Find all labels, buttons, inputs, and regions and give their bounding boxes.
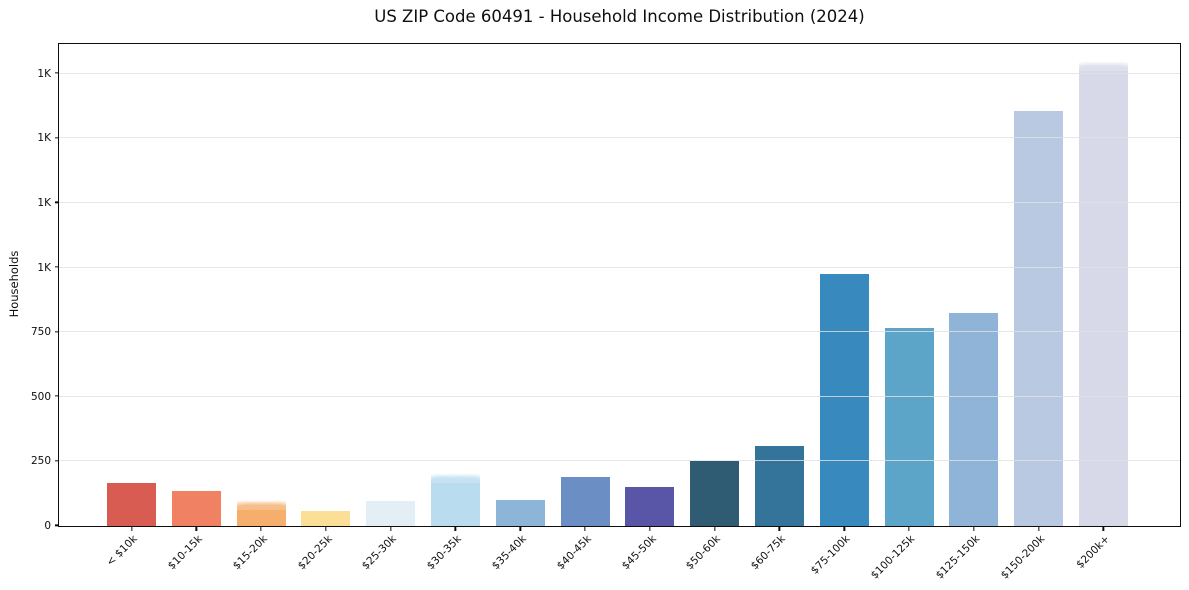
x-tick-label: $125-150k (933, 533, 983, 582)
bar-10k (107, 482, 156, 526)
y-tick-label: 1K (37, 132, 51, 145)
bar-slot: $100-125k (869, 44, 934, 582)
y-tick-mark (54, 72, 59, 74)
x-tick-label: $30-35k (424, 533, 464, 573)
x-tick-label: $10-15k (165, 533, 205, 573)
x-tick-mark (1102, 526, 1105, 531)
x-tick-label: $20-25k (295, 533, 335, 573)
y-tick-label: 1K (37, 261, 51, 274)
x-tick-label: $25-30k (360, 533, 400, 573)
bar-slot: $150-200k (999, 44, 1064, 582)
bar-25-30k (366, 501, 416, 526)
y-tick-mark (54, 330, 59, 333)
x-tick-mark (714, 526, 716, 531)
x-tick-mark (454, 526, 457, 531)
y-tick-mark (54, 266, 59, 268)
bar-slot: $200k+ (1074, 44, 1128, 571)
bar-40-45k (560, 476, 610, 526)
x-tick-label: $60-75k (748, 533, 788, 573)
bar-60-75k (754, 446, 804, 526)
y-tick-label: 500 (30, 390, 51, 403)
x-tick-label: $75-100k (808, 533, 853, 577)
y-tick-mark (54, 395, 59, 397)
bar-slot: $30-35k (425, 44, 480, 572)
bar-10-15k (171, 491, 221, 526)
bar-15-20k (236, 498, 286, 526)
bar-75-100k (819, 274, 869, 526)
bar-slot: $40-45k (554, 44, 610, 572)
y-tick-mark (54, 524, 59, 526)
x-tick-mark (519, 526, 521, 531)
gridline (59, 460, 1180, 462)
x-tick-mark (649, 526, 651, 531)
x-tick-mark (195, 526, 197, 531)
gridline (59, 201, 1180, 203)
bar-slot: $125-150k (934, 44, 999, 582)
y-tick-label: 250 (30, 455, 51, 468)
gridline (59, 72, 1180, 74)
chart-title: US ZIP Code 60491 - Household Income Dis… (374, 7, 865, 26)
bar-fuzzy-cap (1078, 60, 1128, 72)
bar-200k (1078, 60, 1128, 526)
bar-fuzzy-cap (430, 471, 480, 483)
x-tick-mark (973, 526, 975, 531)
bar-30-35k (430, 471, 480, 526)
y-tick-label: 1K (37, 196, 51, 209)
y-tick-mark (54, 137, 59, 139)
bar-slot: < $10k (104, 44, 156, 569)
x-tick-label: $50-60k (684, 533, 724, 573)
y-axis-label: Households (7, 250, 21, 318)
gridline (59, 137, 1180, 139)
bar-slot: $25-30k (360, 44, 416, 572)
bar-slot: $75-100k (809, 44, 869, 577)
x-tick-label: $150-200k (998, 533, 1048, 582)
bar-slot: $45-50k (619, 44, 675, 572)
gridline (59, 266, 1180, 268)
gridline (59, 331, 1180, 333)
bar-20-25k (301, 510, 351, 526)
x-tick-label: < $10k (104, 533, 140, 569)
bar-100-125k (884, 327, 934, 526)
bar-fuzzy-cap (236, 498, 286, 510)
x-tick-mark (1038, 526, 1040, 531)
x-tick-mark (584, 526, 586, 531)
bar-45-50k (625, 487, 675, 526)
y-tick-label: 0 (44, 520, 51, 532)
x-tick-label: $35-40k (489, 533, 529, 573)
bars-row: < $10k $10-15k $15-20k $20-25k $25-30k $30-35… (59, 44, 1180, 582)
gridline (59, 395, 1180, 397)
x-tick-label: $15-20k (230, 533, 270, 573)
y-tick-label: 1K (37, 67, 51, 80)
x-tick-mark (778, 526, 781, 531)
bar-slot: $10-15k (166, 44, 221, 572)
bar-slot: $60-75k (749, 44, 804, 572)
plot-area: < $10k $10-15k $15-20k $20-25k $25-30k $30-35… (31, 43, 1181, 582)
y-tick-mark (54, 460, 59, 462)
bar-slot: $35-40k (490, 44, 545, 572)
x-tick-mark (390, 526, 392, 531)
bar-slot: $20-25k (295, 44, 351, 572)
x-tick-label: $100-125k (869, 533, 918, 582)
x-tick-label: $200k+ (1074, 533, 1112, 571)
bar-150-200k (1014, 111, 1064, 526)
bar-slot: $15-20k (230, 44, 286, 572)
x-tick-label: $40-45k (554, 533, 594, 573)
y-tick-label: 750 (30, 326, 51, 339)
x-tick-mark (843, 526, 845, 531)
y-tick-mark (54, 201, 59, 203)
x-tick-mark (260, 526, 262, 531)
bar-50-60k (690, 460, 740, 526)
x-tick-mark (130, 526, 133, 531)
bar-35-40k (495, 500, 545, 526)
x-tick-label: $45-50k (619, 533, 659, 573)
x-tick-mark (908, 526, 910, 531)
bar-125-150k (949, 312, 999, 526)
bar-slot: $50-60k (684, 44, 740, 572)
x-tick-mark (325, 526, 327, 531)
